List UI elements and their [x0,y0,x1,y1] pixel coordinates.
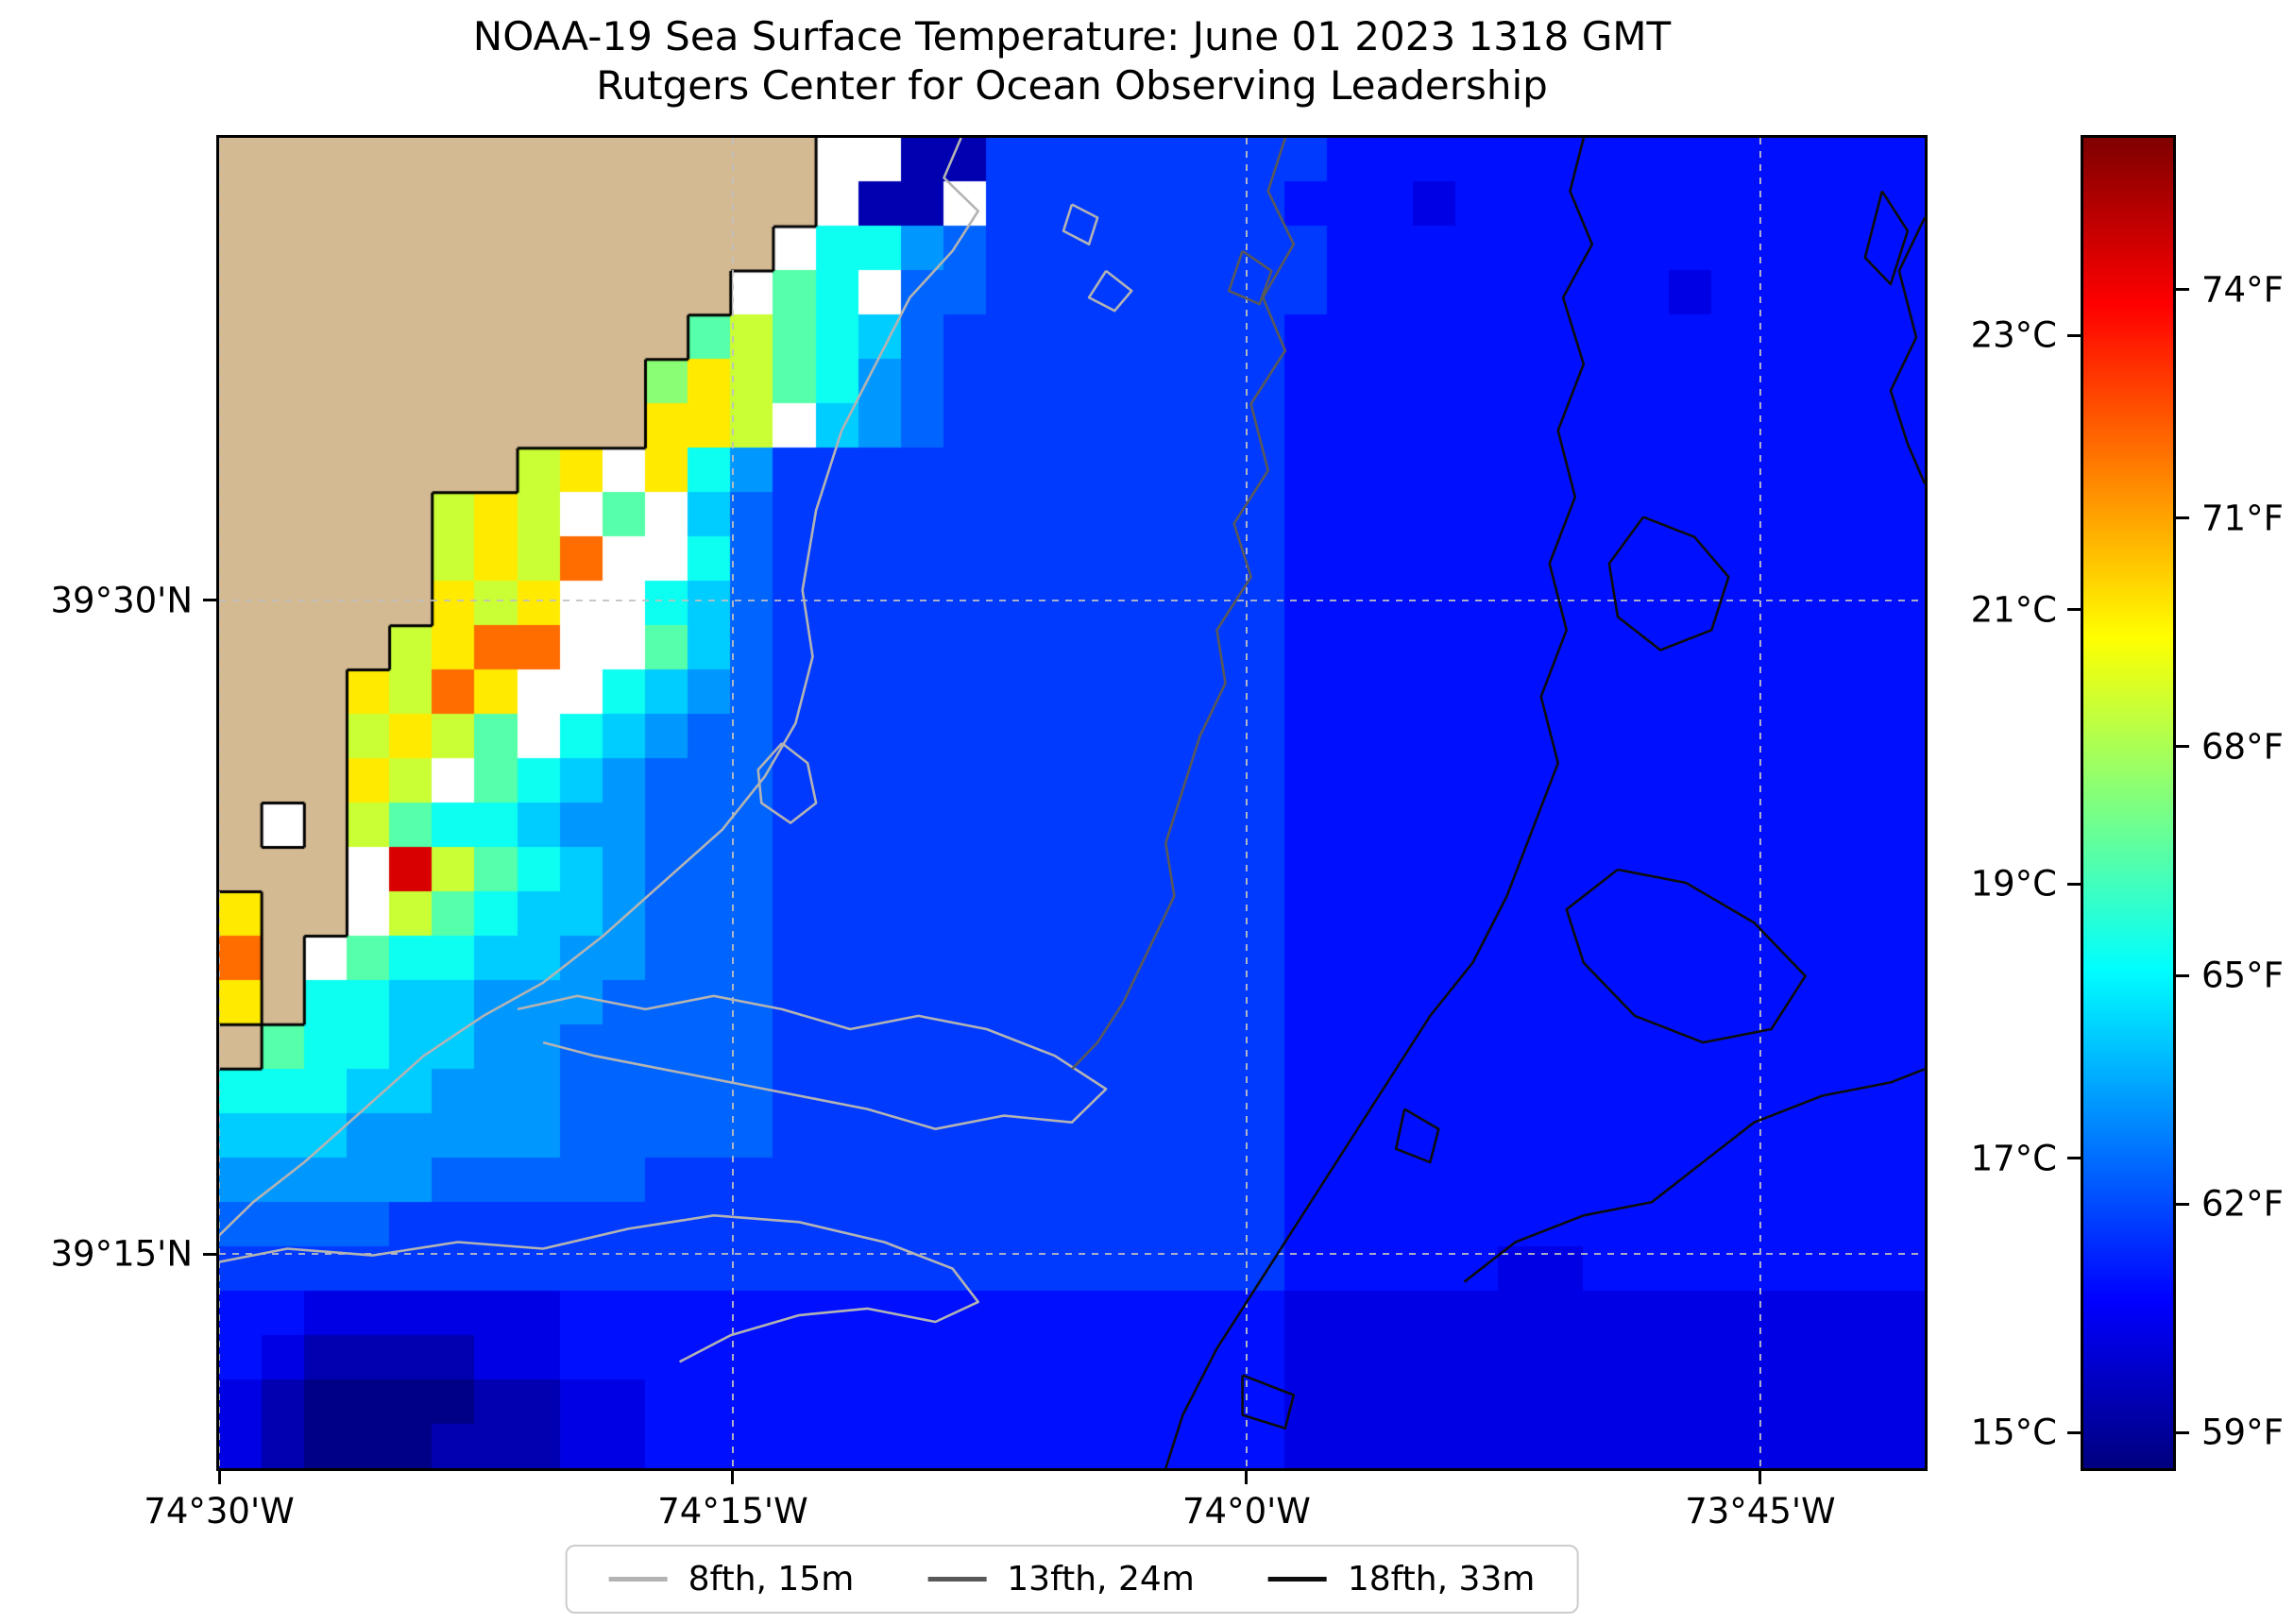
colorbar-tick-mark-celsius [2067,333,2081,337]
colorbar-tick-label-fahrenheit: 65°F [2201,955,2284,996]
legend-line-swatch-24m [927,1577,987,1582]
bathymetry-contour-33m [1394,1108,1440,1164]
colorbar-gradient-canvas [2083,138,2173,1468]
colorbar-tick-mark-fahrenheit [2176,1202,2189,1206]
colorbar-tick-label-celsius: 21°C [1970,589,2057,631]
legend-item-15m: 8fth, 15m [608,1560,855,1599]
colorbar [2081,135,2176,1471]
colorbar-tick-label-fahrenheit: 68°F [2201,726,2284,768]
bathymetry-contour-33m [1889,216,1925,484]
legend-label-24m: 13fth, 24m [1007,1560,1195,1599]
legend-label-33m: 18fth, 33m [1347,1560,1536,1599]
legend-label-15m: 8fth, 15m [688,1560,855,1599]
colorbar-tick-label-celsius: 23°C [1970,314,2057,356]
colorbar-tick-mark-fahrenheit [2176,745,2189,749]
legend-item-24m: 13fth, 24m [927,1560,1195,1599]
colorbar-tick-label-fahrenheit: 62°F [2201,1183,2284,1225]
bathymetry-contour-15m [517,994,1108,1130]
bathymetry-contour-24m [1227,249,1273,306]
x-tick-mark [1759,1471,1762,1484]
colorbar-tick-mark-fahrenheit [2176,288,2189,292]
colorbar-tick-label-celsius: 17°C [1970,1138,2057,1179]
bathymetry-contour-33m [1463,1068,1925,1283]
legend-line-swatch-33m [1267,1577,1327,1582]
colorbar-tick-mark-celsius [2067,1430,2081,1434]
colorbar-tick-mark-fahrenheit [2176,516,2189,520]
colorbar-tick-mark-celsius [2067,1157,2081,1160]
colorbar-tick-mark-fahrenheit [2176,1430,2189,1434]
map-plot-area [216,135,1928,1471]
colorbar-tick-mark-celsius [2067,608,2081,612]
x-tick-label: 73°45'W [1685,1491,1836,1531]
bathymetry-contour-33m [1607,516,1730,651]
colorbar-tick-label-fahrenheit: 74°F [2201,269,2284,311]
legend-line-swatch-15m [608,1577,668,1582]
map-overlay-svg [219,138,1925,1468]
figure-subtitle: Rutgers Center for Ocean Observing Leade… [596,62,1548,109]
colorbar-tick-mark-fahrenheit [2176,973,2189,977]
figure-title: NOAA-19 Sea Surface Temperature: June 01… [472,13,1672,59]
bathymetry-contour-33m [1863,190,1910,286]
y-tick-label: 39°15'N [50,1233,193,1275]
bathymetry-contour-33m [1241,1374,1296,1429]
x-tick-mark [731,1471,735,1484]
colorbar-tick-mark-celsius [2067,882,2081,886]
x-tick-mark [217,1471,221,1484]
bathymetry-contour-33m [1565,868,1807,1044]
bathymetry-contour-33m [1164,138,1594,1468]
colorbar-tick-label-celsius: 19°C [1970,863,2057,905]
y-tick-label: 39°30'N [50,580,193,621]
y-tick-mark [203,599,216,602]
bathymetry-contour-15m [219,1214,980,1363]
colorbar-tick-label-fahrenheit: 59°F [2201,1412,2284,1453]
x-tick-mark [1245,1471,1249,1484]
depth-contour-legend: 8fth, 15m 13fth, 24m 18fth, 33m [565,1545,1579,1614]
bathymetry-contour-15m [1062,203,1099,245]
bathymetry-contour-24m [1071,138,1296,1071]
x-tick-label: 74°30'W [144,1491,295,1531]
colorbar-tick-label-fahrenheit: 71°F [2201,498,2284,539]
bathymetry-contour-15m [1087,269,1133,313]
colorbar-tick-label-celsius: 15°C [1970,1412,2057,1453]
x-tick-label: 74°0'W [1181,1491,1311,1531]
legend-item-33m: 18fth, 33m [1267,1560,1536,1599]
bathymetry-contour-15m [219,138,980,1237]
x-tick-label: 74°15'W [657,1491,808,1531]
bathymetry-contour-15m [756,742,818,824]
y-tick-mark [203,1252,216,1256]
